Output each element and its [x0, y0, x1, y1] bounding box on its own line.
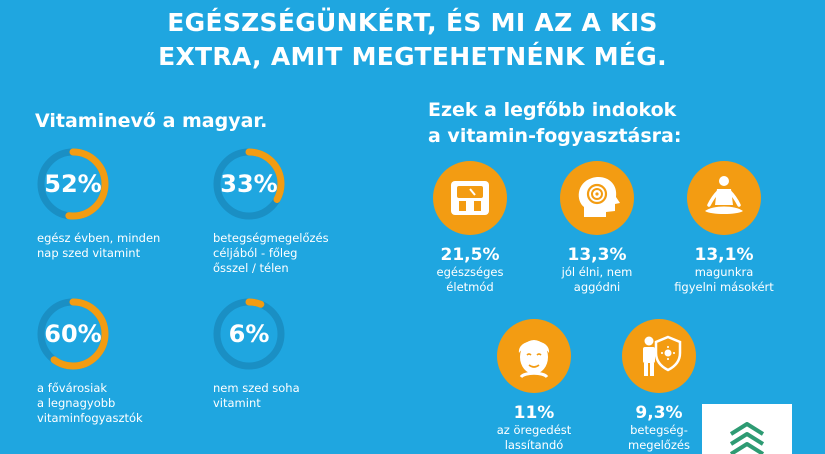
- stat-desc-line: a legnagyobb: [37, 396, 116, 410]
- reason-desc-line: aggódni: [573, 280, 621, 294]
- stat-desc-line: a fővárosiak: [37, 381, 108, 395]
- reason-desc-line: magunkra: [694, 265, 754, 279]
- face-icon: [497, 319, 571, 393]
- reason-value: 21,5%: [440, 245, 500, 265]
- stat-desc-line: betegségmegelőzés: [213, 231, 329, 245]
- reason-disease-prevention: 9,3% betegség- megelőzés: [584, 319, 734, 453]
- headline-line-2: EXTRA, AMIT MEGTEHETNÉNK MÉG.: [158, 42, 667, 71]
- reason-value: 11%: [513, 403, 555, 423]
- left-section-title: Vitaminevő a magyar.: [35, 110, 268, 132]
- headline: EGÉSZSÉGÜNKÉRT, ÉS MI AZ A KIS EXTRA, AM…: [0, 6, 825, 74]
- stat-desc-line: céljából - főleg: [213, 246, 298, 260]
- reason-description: az öregedést lassítandó: [459, 423, 609, 453]
- stat-desc-line: nem szed soha: [213, 381, 300, 395]
- stat-desc-line: nap szed vitamint: [37, 246, 141, 260]
- stat-description: a fővárosiak a legnagyobb vitaminfogyasz…: [37, 381, 207, 426]
- progress-ring: [213, 148, 285, 220]
- stat-desc-line: vitaminfogyasztók: [37, 411, 143, 425]
- reason-description: jól élni, nem aggódni: [522, 265, 672, 295]
- stat-value: 33%: [220, 170, 278, 198]
- reason-desc-line: betegség-: [630, 423, 688, 437]
- reason-desc-line: megelőzés: [628, 438, 690, 452]
- stat-desc-line: egész évben, minden: [37, 231, 161, 245]
- scale-icon: [433, 161, 507, 235]
- reason-description: egészséges életmód: [395, 265, 545, 295]
- progress-ring: [37, 148, 109, 220]
- reason-desc-line: jól élni, nem: [561, 265, 633, 279]
- reason-value: 9,3%: [635, 403, 683, 423]
- spiral-head-icon: [560, 161, 634, 235]
- reason-value: 13,1%: [694, 245, 754, 265]
- reason-desc-line: figyelni másokért: [674, 280, 774, 294]
- right-title-line-2: a vitamin-fogyasztásra:: [428, 125, 682, 147]
- progress-ring: [213, 298, 285, 370]
- reason-live-well: 13,3% jól élni, nem aggódni: [522, 161, 672, 295]
- right-section-title: Ezek a legfőbb indokok a vitamin-fogyasz…: [428, 97, 681, 149]
- reason-description: magunkra figyelni másokért: [649, 265, 799, 295]
- stat-value: 60%: [44, 320, 102, 348]
- shield-person-icon: [622, 319, 696, 393]
- reason-desc-line: az öregedést: [496, 423, 572, 437]
- logo-icon: [729, 422, 765, 454]
- stat-description: betegségmegelőzés céljából - főleg őssze…: [213, 231, 383, 276]
- reason-healthy-lifestyle: 21,5% egészséges életmód: [395, 161, 545, 295]
- stat-value: 52%: [44, 170, 102, 198]
- headline-line-1: EGÉSZSÉGÜNKÉRT, ÉS MI AZ A KIS: [167, 8, 658, 37]
- right-title-line-1: Ezek a legfőbb indokok: [428, 99, 677, 121]
- stat-desc-line: vitamint: [213, 396, 261, 410]
- reason-slow-aging: 11% az öregedést lassítandó: [459, 319, 609, 453]
- reason-description: betegség- megelőzés: [584, 423, 734, 453]
- reason-desc-line: lassítandó: [504, 438, 564, 452]
- logo: [702, 404, 792, 454]
- stat-description: egész évben, minden nap szed vitamint: [37, 231, 207, 261]
- reason-desc-line: egészséges: [436, 265, 504, 279]
- reason-value: 13,3%: [567, 245, 627, 265]
- meditation-icon: [687, 161, 761, 235]
- reason-care-for-others: 13,1% magunkra figyelni másokért: [649, 161, 799, 295]
- stat-desc-line: ősszel / télen: [213, 261, 289, 275]
- reason-desc-line: életmód: [446, 280, 494, 294]
- stat-description: nem szed soha vitamint: [213, 381, 383, 411]
- stat-value: 6%: [228, 320, 270, 348]
- progress-ring: [37, 298, 109, 370]
